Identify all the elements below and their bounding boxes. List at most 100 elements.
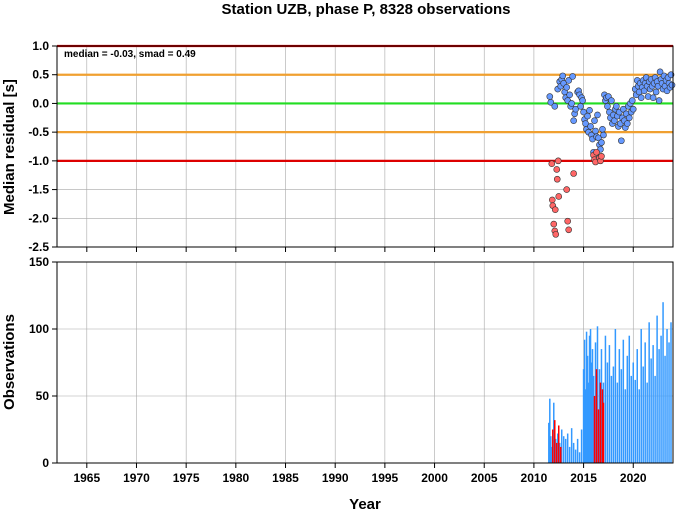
observation-bar <box>630 375 633 463</box>
residual-y-tick-label: -2.5 <box>28 240 49 254</box>
residual-point <box>564 217 571 225</box>
residual-point <box>649 94 657 101</box>
observations-y-ticks: 150 100 50 0 <box>29 255 57 470</box>
residual-point <box>640 87 648 95</box>
residual-point <box>599 125 606 133</box>
observation-bar <box>553 402 555 463</box>
residual-point <box>629 105 637 113</box>
observation-bar <box>585 331 588 463</box>
observation-bar <box>550 436 552 463</box>
residual-point <box>565 77 572 84</box>
residual-point <box>594 111 601 119</box>
residual-point <box>555 193 563 200</box>
observation-bar <box>610 375 613 463</box>
residual-point <box>551 206 559 213</box>
observation-bar <box>562 436 565 463</box>
observation-bar <box>664 355 666 463</box>
residual-point <box>598 152 605 160</box>
residual-point <box>572 105 579 113</box>
x-tick-label: 2015 <box>570 471 597 485</box>
residual-point <box>668 81 676 89</box>
residual-point <box>598 139 605 146</box>
observation-bar <box>612 366 615 463</box>
observation-bar <box>599 382 602 463</box>
residual-point <box>584 112 591 120</box>
observation-bar <box>556 442 558 463</box>
observation-bar <box>622 339 625 463</box>
observations-y-tick-label: 50 <box>36 389 50 403</box>
residual-point <box>587 123 594 130</box>
observation-bar <box>648 322 650 463</box>
observation-bar <box>620 369 623 463</box>
observations-y-axis-label: Observations <box>1 314 18 410</box>
residual-point <box>586 107 593 114</box>
observation-bar <box>604 335 607 463</box>
residual-point <box>579 97 586 104</box>
observations-x-ticks: 1965 1970 1975 1980 1985 1990 1995 2000 2005 2010… <box>73 463 647 485</box>
observation-bar <box>590 362 593 463</box>
observation-bar <box>644 342 646 463</box>
observation-bar <box>580 429 583 463</box>
residual-y-tick-label: -1.5 <box>28 183 49 197</box>
observation-bar <box>596 326 599 463</box>
residual-point <box>600 131 607 139</box>
observation-bar <box>559 446 562 463</box>
observation-bar <box>670 322 672 463</box>
observation-bar <box>560 429 563 463</box>
residual-point <box>620 105 627 113</box>
residual-x-tick-marks <box>86 247 634 252</box>
x-tick-label: 1995 <box>372 471 399 485</box>
residual-point <box>553 175 561 183</box>
observation-bar <box>578 452 581 463</box>
observation-bar <box>591 349 594 463</box>
residual-panel: median = -0.03, smad = 0.49 1.0 0.5 0.0 -0.… <box>1 39 676 254</box>
observation-bar <box>601 389 604 463</box>
observations-plot-frame <box>56 261 674 464</box>
residual-point <box>593 148 600 156</box>
residual-point <box>552 231 560 238</box>
observation-bar <box>618 349 621 463</box>
residual-point <box>563 186 570 193</box>
x-tick-label: 2020 <box>620 471 647 485</box>
observations-panel: 150 100 50 0 1965 1970 1975 1980 1985 1990 1995 20… <box>1 255 674 511</box>
residual-plot-area <box>57 46 673 247</box>
residual-point <box>628 97 636 104</box>
observation-bar <box>628 335 631 463</box>
residual-point <box>655 97 663 104</box>
observation-bar <box>652 345 654 463</box>
residual-point <box>592 127 599 135</box>
observation-bar <box>570 428 573 463</box>
observation-bar <box>592 375 595 463</box>
observation-bar <box>638 389 640 463</box>
residual-point <box>652 88 660 96</box>
x-tick-label: 1965 <box>73 471 100 485</box>
observations-y-tick-label: 0 <box>42 456 49 470</box>
observation-bar <box>587 382 590 463</box>
observation-bar <box>558 442 561 463</box>
residual-point <box>566 91 573 99</box>
residual-y-axis-label: Median residual [s] <box>1 79 18 215</box>
x-tick-label: 1990 <box>322 471 349 485</box>
residual-point <box>656 68 664 76</box>
observation-bar <box>557 425 560 463</box>
residual-y-tick-label: 0.5 <box>32 68 49 82</box>
residual-point <box>565 226 572 234</box>
observation-bar <box>658 349 660 463</box>
observation-bar <box>640 329 642 463</box>
residual-point <box>570 117 577 124</box>
x-axis-label: Year <box>349 496 381 511</box>
observation-bar <box>595 369 598 463</box>
observation-bar <box>588 335 591 463</box>
residual-y-ticks: 1.0 0.5 0.0 -0.5 -1.0 -1.5 -2.0 -2.5 <box>28 39 57 254</box>
residual-point <box>568 100 575 107</box>
observation-bar <box>654 375 656 463</box>
observation-bar <box>626 355 629 463</box>
observation-bar <box>650 358 652 463</box>
residual-point <box>604 103 611 110</box>
observation-bar <box>616 382 619 463</box>
residual-point <box>547 98 555 106</box>
observation-bar <box>602 402 605 463</box>
residual-point <box>570 170 577 177</box>
observation-bar <box>566 433 569 463</box>
